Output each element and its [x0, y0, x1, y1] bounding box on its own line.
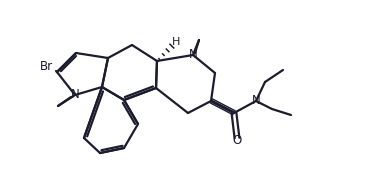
Text: O: O [232, 134, 242, 147]
Text: N: N [71, 88, 79, 102]
Text: N: N [189, 48, 197, 62]
Text: Br: Br [39, 60, 53, 74]
Text: H: H [172, 37, 180, 47]
Text: N: N [252, 94, 261, 108]
